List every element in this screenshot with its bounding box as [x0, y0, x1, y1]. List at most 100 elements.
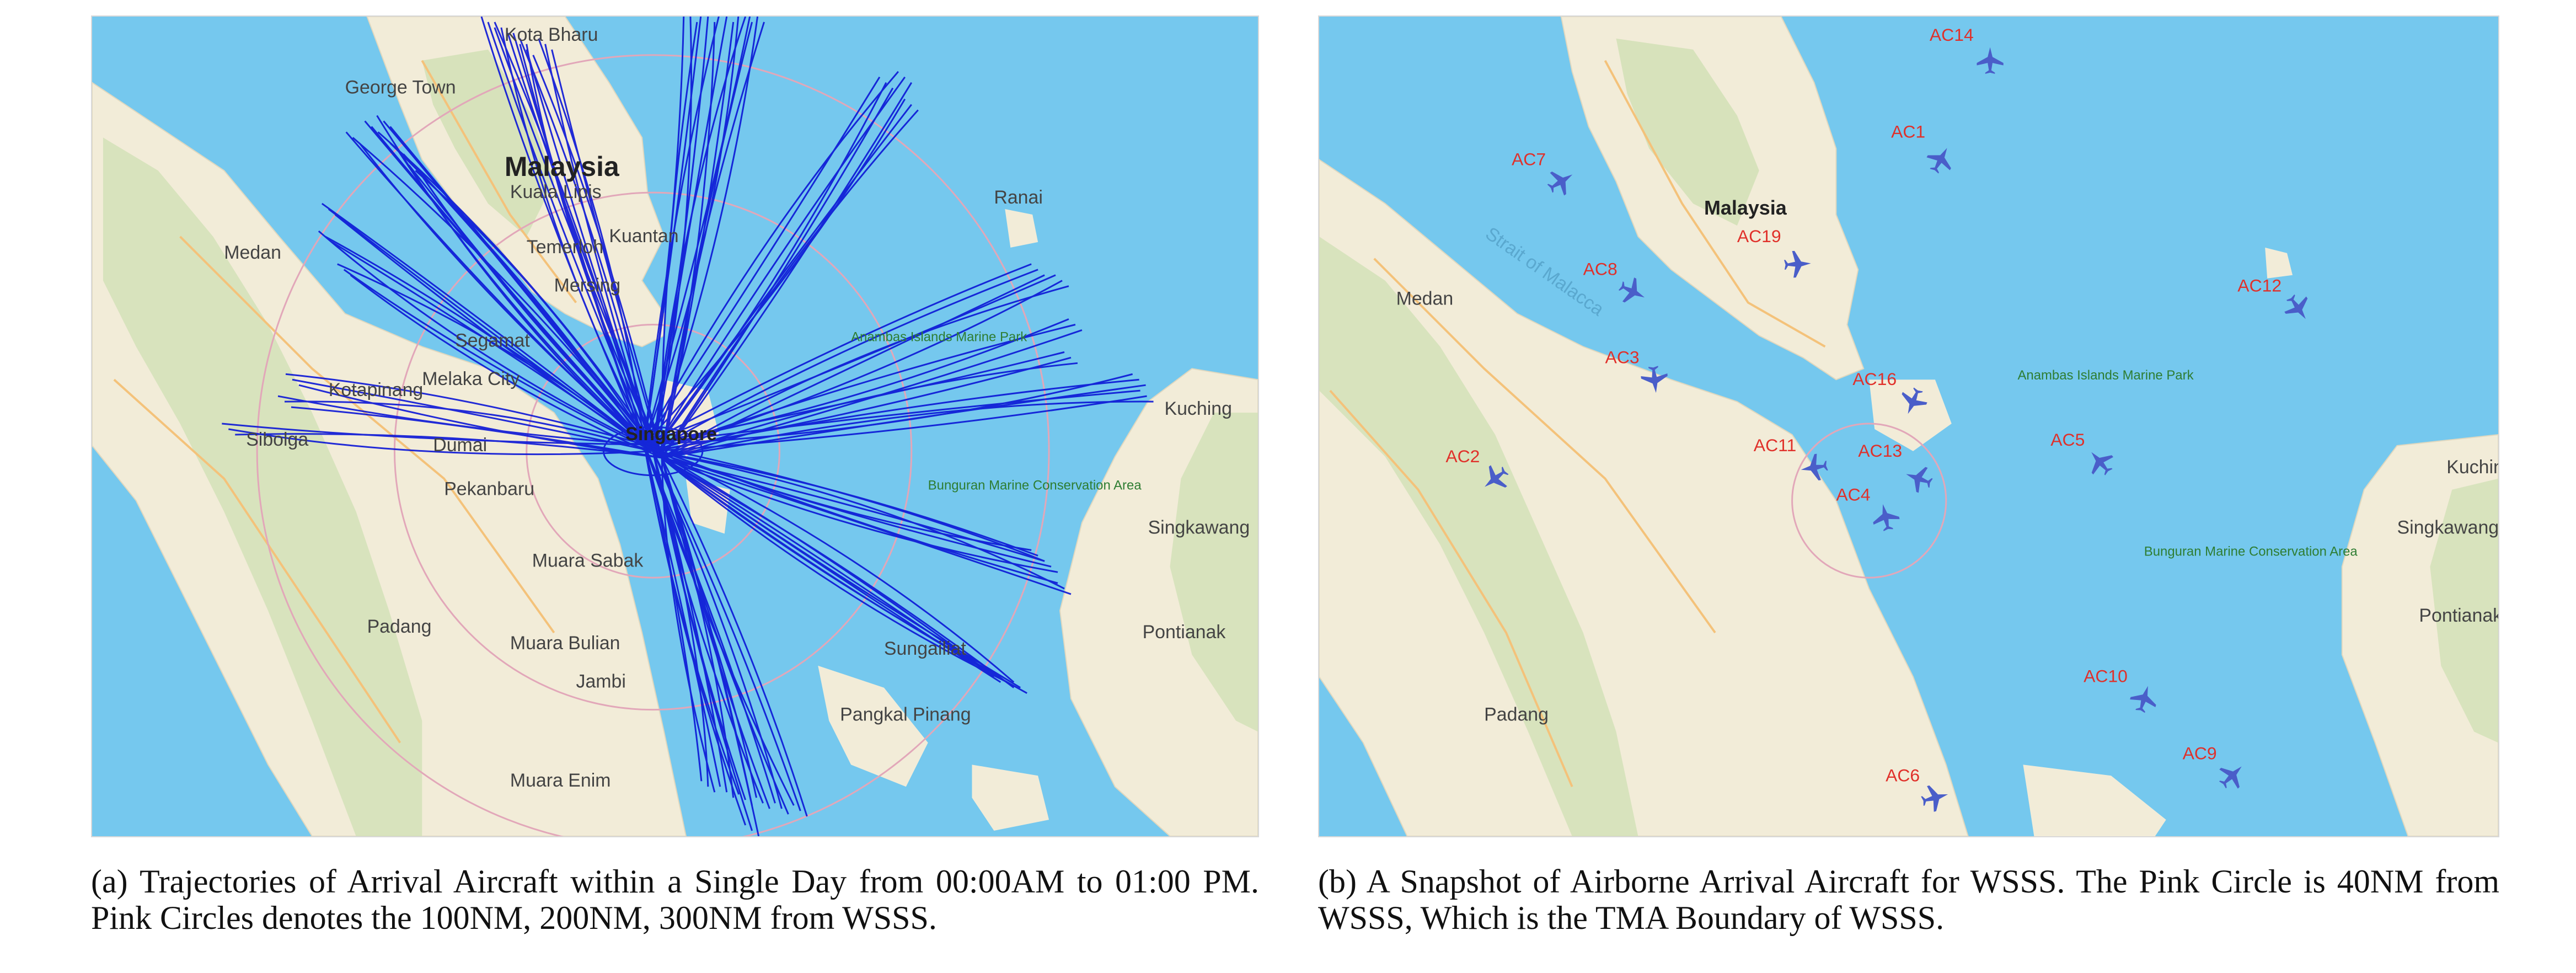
- circle-300nm: [256, 54, 1050, 836]
- trajectory-line: [643, 71, 899, 445]
- trajectory-line: [408, 164, 645, 445]
- trajectory-line: [661, 400, 1154, 459]
- trajectory-line: [652, 450, 1021, 689]
- label-malaysia: Malaysia: [1704, 197, 1787, 219]
- aircraft-marker[interactable]: AC7: [1512, 149, 1579, 200]
- caption-b: (b) A Snapshot of Airborne Arrival Aircr…: [1318, 863, 2499, 936]
- trajectory-line: [415, 170, 654, 452]
- aircraft-marker[interactable]: AC2: [1445, 446, 1514, 498]
- aircraft-marker[interactable]: AC11: [1754, 435, 1829, 483]
- trajectory-line: [661, 285, 1069, 459]
- aircraft-label: AC2: [1445, 446, 1480, 466]
- label-medan: Medan: [224, 242, 281, 263]
- aircraft-label: AC5: [2050, 430, 2085, 450]
- trajectory-line: [643, 444, 721, 787]
- trajectory-line: [318, 230, 645, 446]
- aircraft-marker[interactable]: AC16: [1852, 369, 1930, 419]
- label-mersing: Mersing: [554, 275, 621, 296]
- airplane-icon: [1906, 467, 1933, 493]
- aircraft-marker[interactable]: AC5: [2050, 430, 2119, 481]
- trajectory-map: Malaysia Singapore Medan George Town Kot…: [92, 17, 1258, 836]
- label-sibolga: Sibolga: [246, 429, 308, 450]
- label-kuala-lipis: Kuala Lipis: [510, 181, 602, 202]
- trajectory-line: [235, 433, 662, 459]
- belitung-island: [972, 764, 1049, 831]
- trajectory-line: [652, 450, 995, 678]
- road: [179, 236, 555, 634]
- trajectory-line: [643, 444, 776, 804]
- label-singkawang: Singkawang: [1148, 517, 1250, 538]
- aircraft-marker[interactable]: AC6: [1886, 765, 1951, 814]
- lingga-islands: [1869, 379, 1952, 451]
- label-kotapinang: Kotapinang: [329, 379, 423, 400]
- road: [1604, 60, 1826, 348]
- aircraft-label: AC14: [1930, 25, 1974, 45]
- borneo-green: [1170, 413, 1258, 732]
- distance-circles: [256, 54, 1050, 836]
- label-medan: Medan: [1396, 288, 1454, 309]
- aircraft-marker[interactable]: AC13: [1858, 441, 1936, 496]
- trajectory-line: [285, 373, 645, 446]
- aircraft-marker[interactable]: AC14: [1930, 25, 2004, 74]
- label-pontianak: Pontianak: [2419, 605, 2498, 626]
- aircraft-marker[interactable]: AC1: [1891, 121, 1959, 178]
- aircraft-label: AC13: [1858, 441, 1902, 461]
- trajectory-line: [321, 202, 645, 446]
- label-padang: Padang: [367, 616, 432, 637]
- airplane-icon: [2284, 294, 2308, 319]
- trajectory-line: [652, 104, 912, 452]
- trajectory-layer: [222, 17, 1154, 836]
- trajectory-line: [643, 17, 751, 445]
- trajectory-line: [644, 263, 1032, 446]
- label-segamat: Segamat: [455, 330, 530, 351]
- aircraft-label: AC10: [2084, 666, 2128, 686]
- aircraft-label: AC1: [1891, 121, 1925, 141]
- airplane-icon: [1921, 785, 1948, 812]
- aircraft-marker[interactable]: AC9: [2183, 743, 2251, 794]
- label-ranai: Ranai: [994, 187, 1043, 208]
- trajectory-line: [661, 457, 1072, 595]
- label-melaka: Melaka City: [422, 368, 520, 389]
- label-singapore: Singapore: [625, 424, 717, 445]
- trajectory-line: [652, 269, 1038, 452]
- aircraft-marker[interactable]: AC12: [2237, 276, 2316, 327]
- trajectory-line: [661, 457, 1045, 562]
- label-muara-bulian: Muara Bulian: [510, 633, 620, 654]
- trajectory-line: [494, 22, 645, 445]
- trajectory-line: [661, 457, 1058, 573]
- aircraft-snapshot-panel: Malaysia Medan Kuching Pontianak Singkaw…: [1318, 15, 2499, 837]
- trajectory-line: [661, 274, 1045, 459]
- aircraft-marker[interactable]: AC8: [1583, 259, 1651, 309]
- trajectory-line: [652, 82, 887, 452]
- aircraft-marker[interactable]: AC3: [1605, 347, 1669, 394]
- trajectory-line: [284, 400, 654, 452]
- trajectory-line: [644, 98, 906, 445]
- aircraft-snapshot-map: Malaysia Medan Kuching Pontianak Singkaw…: [1319, 17, 2498, 836]
- label-natuna-park: Bunguran Marine Conservation Area: [928, 478, 1142, 493]
- trajectory-line: [396, 148, 654, 452]
- trajectory-line: [652, 451, 801, 811]
- trajectory-line: [480, 17, 645, 445]
- trajectory-line: [421, 175, 663, 458]
- airplane-icon: [1801, 453, 1828, 480]
- label-pangkal-pinang: Pangkal Pinang: [840, 704, 971, 725]
- trajectory-line: [652, 450, 1052, 568]
- aircraft-marker[interactable]: AC19: [1737, 226, 1812, 278]
- trajectory-line: [337, 263, 645, 446]
- trajectory-line: [343, 269, 654, 452]
- trajectory-line: [292, 378, 654, 452]
- aircraft-label: AC12: [2237, 276, 2282, 296]
- airplane-icon: [1547, 172, 1573, 196]
- label-natuna-park: Bunguran Marine Conservation Area: [2144, 544, 2358, 559]
- trajectory-line: [298, 384, 662, 459]
- sumatra-green: [103, 137, 422, 836]
- road: [1329, 389, 1573, 788]
- label-pontianak: Pontianak: [1143, 622, 1226, 643]
- trajectory-line: [644, 274, 1056, 446]
- aircraft-marker[interactable]: AC10: [2084, 666, 2161, 715]
- label-jambi: Jambi: [576, 671, 626, 692]
- trajectory-line: [661, 22, 698, 458]
- aircraft-marker[interactable]: AC4: [1836, 485, 1901, 533]
- sumatra-green: [1319, 236, 1638, 836]
- sumatra: [1319, 159, 1969, 836]
